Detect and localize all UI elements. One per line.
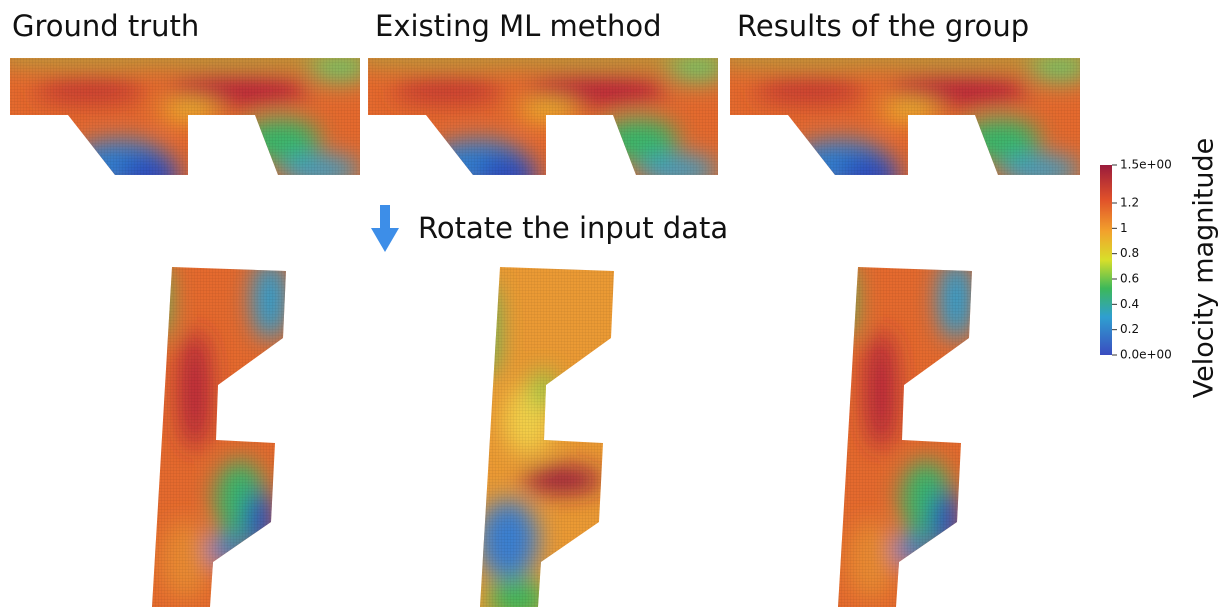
- flow-field: [0, 50, 370, 195]
- flow-field: [720, 50, 1090, 195]
- colorbar-tick-label: 0.4: [1120, 297, 1139, 311]
- figure: Ground truth Existing ML method Results …: [0, 0, 1224, 611]
- annotation: Rotate the input data: [418, 211, 728, 245]
- colorbar-ramp: [1100, 165, 1112, 355]
- panel-title: Results of the group: [737, 9, 1029, 43]
- colorbar-tick-label: 1.2: [1120, 196, 1139, 210]
- flow-field: [140, 260, 300, 611]
- flow-field: [468, 260, 628, 611]
- arrow: [371, 205, 399, 252]
- colorbar-tick-label: 1: [1120, 221, 1128, 235]
- colorbar-tick-label: 0.2: [1120, 322, 1139, 336]
- panel-title: Existing ML method: [375, 9, 661, 43]
- flow-field: [826, 260, 986, 611]
- flow-field: [358, 50, 728, 195]
- colorbar-tick-label: 0.0e+00: [1120, 348, 1172, 362]
- colorbar-tick-label: 0.8: [1120, 246, 1139, 260]
- colorbar-tick-label: 0.6: [1120, 272, 1139, 286]
- colorbar-title: Velocity magnitude: [1189, 138, 1220, 399]
- colorbar-tick-label: 1.5e+00: [1120, 158, 1172, 172]
- panel-title: Ground truth: [12, 9, 199, 43]
- colorbar: Velocity magnitude 1.5e+00 1.2 1 0.8 0.6 0.4 0…: [1100, 138, 1220, 399]
